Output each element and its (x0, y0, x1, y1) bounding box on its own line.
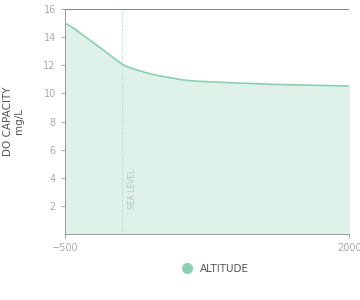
Legend: ALTITUDE: ALTITUDE (172, 260, 253, 278)
Text: SEA LEVEL: SEA LEVEL (128, 169, 137, 209)
Text: DO CAPACITY
mg/L: DO CAPACITY mg/L (3, 87, 24, 156)
